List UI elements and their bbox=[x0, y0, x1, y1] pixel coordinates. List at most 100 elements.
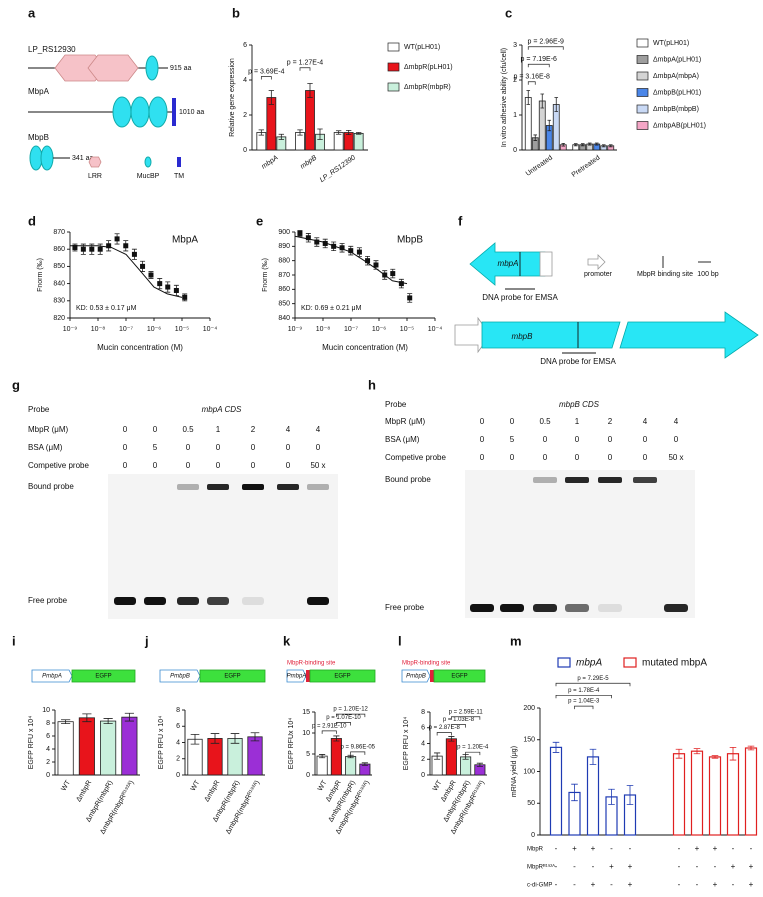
cell-value: + bbox=[572, 844, 577, 853]
cell-value: 2 bbox=[251, 425, 256, 434]
y-tick-label: 830 bbox=[53, 298, 65, 305]
y-tick-label: 880 bbox=[278, 258, 290, 265]
x-tick-label: 10⁻⁹ bbox=[288, 326, 302, 333]
bar bbox=[672, 753, 686, 836]
legend-swatch bbox=[636, 38, 649, 48]
error-bar bbox=[278, 133, 285, 140]
p-value: p = 9.86E-05 bbox=[340, 744, 375, 750]
error-bar bbox=[361, 762, 368, 766]
p-value: p = 1.20E-12 bbox=[333, 707, 368, 713]
cell-value: 0 bbox=[186, 443, 191, 452]
significance-bracket bbox=[336, 713, 366, 718]
panel-letter: d bbox=[28, 213, 36, 228]
x-tick-label: WT bbox=[317, 779, 329, 793]
cell-value: 0 bbox=[674, 435, 679, 444]
legend-swatch bbox=[387, 42, 400, 52]
gel-band bbox=[500, 604, 524, 612]
egfp-box bbox=[309, 669, 376, 683]
panel-letter: l bbox=[398, 633, 402, 648]
y-tick-label: 50 bbox=[527, 800, 535, 807]
promoter-label: PmbpA bbox=[42, 674, 62, 680]
x-tick-label: 10⁻⁸ bbox=[91, 326, 105, 333]
error-bar bbox=[594, 142, 599, 146]
cell-value: 1 bbox=[216, 425, 221, 434]
y-tick-label: 8 bbox=[46, 720, 50, 727]
legend-swatch bbox=[636, 71, 649, 81]
cell-value: 50 x bbox=[310, 461, 325, 470]
legend-promoter bbox=[587, 254, 606, 270]
cell-value: 0 bbox=[510, 417, 515, 426]
legend-swatch bbox=[636, 88, 649, 97]
error-bar bbox=[61, 719, 71, 725]
data-point bbox=[407, 295, 413, 301]
band-label: Bound probe bbox=[28, 482, 74, 491]
cell-value: 0 bbox=[608, 453, 613, 462]
data-point bbox=[331, 243, 337, 249]
error-bar bbox=[587, 142, 592, 146]
y-tick-label: 4 bbox=[243, 77, 247, 84]
significance-bracket bbox=[527, 63, 550, 68]
error-bar bbox=[526, 90, 531, 105]
cell-value: 0 bbox=[123, 425, 128, 434]
legend-swatch bbox=[557, 657, 571, 668]
cell-value: 0 bbox=[543, 453, 548, 462]
promoter-box bbox=[401, 669, 431, 683]
mucbp-domain bbox=[40, 145, 54, 171]
x-tick-label: 10⁻⁵ bbox=[400, 326, 414, 333]
data-point bbox=[390, 271, 396, 277]
error-bar bbox=[571, 783, 578, 802]
bar bbox=[266, 97, 277, 151]
error-bar bbox=[476, 762, 483, 767]
row-label: BSA (μM) bbox=[28, 443, 63, 452]
cell-value: 4 bbox=[286, 425, 291, 434]
bar bbox=[549, 746, 563, 836]
row-label: MbpR bbox=[527, 847, 544, 853]
y-tick-label: 100 bbox=[523, 768, 535, 775]
egfp-label: EGFP bbox=[451, 674, 467, 680]
legend-label: MucBP bbox=[137, 173, 160, 180]
legend-swatch bbox=[636, 104, 649, 114]
lrr-domain bbox=[87, 54, 139, 82]
gel-band bbox=[207, 597, 229, 605]
p-value: p = 2.96E-9 bbox=[528, 39, 564, 46]
cell-value: - bbox=[732, 844, 735, 853]
cell-value: 4 bbox=[674, 417, 679, 426]
significance-bracket bbox=[555, 682, 631, 687]
error-bar bbox=[250, 732, 260, 742]
bar bbox=[445, 738, 457, 776]
cell-value: 0 bbox=[123, 461, 128, 470]
error-bar bbox=[580, 143, 585, 147]
cell-value: 0 bbox=[286, 443, 291, 452]
legend-swatch bbox=[387, 62, 400, 72]
cell-value: + bbox=[591, 844, 596, 853]
cell-value: 0 bbox=[123, 443, 128, 452]
y-tick-label: 850 bbox=[53, 263, 65, 270]
x-tick-label: WT bbox=[432, 779, 444, 793]
y-axis-label: EGFP RFUx 10⁴ bbox=[288, 718, 295, 770]
data-point bbox=[131, 251, 137, 257]
cell-value: - bbox=[696, 862, 699, 871]
gel-band bbox=[144, 597, 166, 605]
significance-bracket bbox=[451, 716, 481, 720]
egfp-box bbox=[71, 669, 136, 683]
cell-value: + bbox=[713, 880, 718, 889]
data-point bbox=[314, 239, 320, 245]
panel-letter: h bbox=[368, 377, 376, 392]
probe-name: mbpB CDS bbox=[559, 400, 600, 409]
y-tick-label: 0 bbox=[306, 772, 310, 779]
row-label: Competive probe bbox=[385, 453, 446, 462]
y-tick-label: 870 bbox=[53, 229, 65, 236]
y-tick-label: 2 bbox=[513, 77, 517, 84]
gel-band bbox=[633, 477, 657, 483]
cell-value: 0 bbox=[153, 425, 158, 434]
y-tick-label: 870 bbox=[278, 272, 290, 279]
error-bar bbox=[307, 83, 313, 98]
chart-title: MbpA bbox=[172, 235, 198, 246]
egfp-label: EGFP bbox=[334, 674, 350, 680]
gel-band bbox=[207, 484, 229, 490]
gel-band bbox=[598, 604, 622, 612]
y-tick-label: 6 bbox=[243, 42, 247, 49]
data-point bbox=[356, 249, 362, 255]
data-point bbox=[382, 272, 388, 278]
y-tick-label: 10 bbox=[42, 707, 50, 714]
